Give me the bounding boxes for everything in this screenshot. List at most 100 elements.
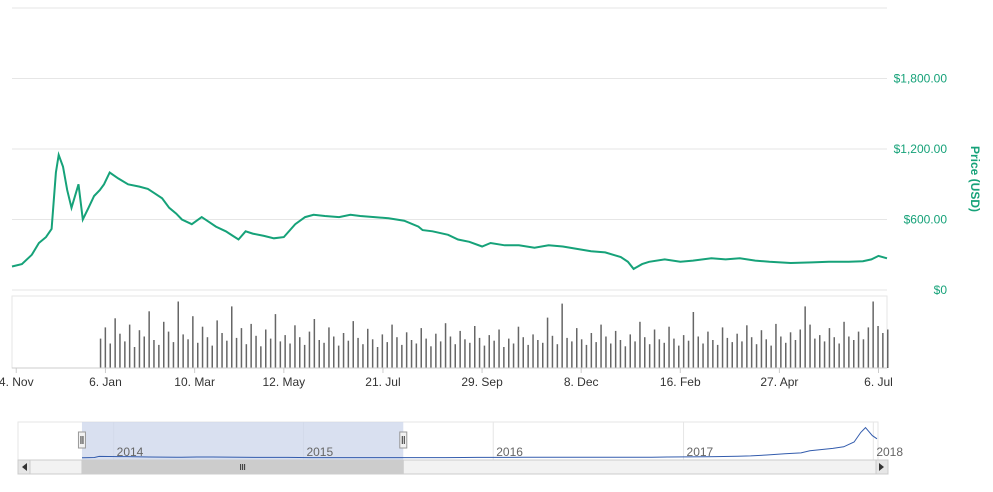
volume-bar <box>624 346 627 368</box>
volume-bar <box>872 301 874 368</box>
volume-bar <box>362 344 364 368</box>
volume-bar <box>498 329 500 368</box>
x-tick-label: 21. Jul <box>365 375 400 389</box>
volume-bar <box>697 336 699 368</box>
navigator-selection[interactable] <box>81 422 404 460</box>
volume-bar <box>828 328 831 368</box>
x-tick-label: 29. Sep <box>461 375 503 389</box>
volume-bar <box>692 312 695 368</box>
volume-bar <box>809 324 811 368</box>
volume-bar <box>299 337 301 368</box>
volume-bar <box>508 338 510 368</box>
volume-bar <box>454 344 456 368</box>
volume-bar <box>857 331 860 368</box>
volume-bar <box>231 306 233 368</box>
volume-bar <box>439 341 442 368</box>
volume-bar <box>177 301 179 368</box>
volume-bar <box>197 342 199 368</box>
volume-bar <box>648 344 651 368</box>
arrow-left-icon <box>22 463 27 471</box>
volume-bar <box>303 344 306 368</box>
volume-bar <box>182 334 184 368</box>
volume-bar <box>556 344 559 368</box>
scroll-right-button[interactable] <box>875 459 889 475</box>
volume-bar <box>765 339 767 368</box>
navigator-year-label: 2017 <box>687 445 714 459</box>
volume-bar <box>391 324 393 368</box>
x-tick-label: 12. May <box>263 375 306 389</box>
volume-bar <box>794 340 797 368</box>
volume-bar <box>838 343 840 368</box>
y-tick-label: $1,200.00 <box>894 142 948 156</box>
volume-bar <box>755 344 758 368</box>
volume-bar <box>464 339 466 368</box>
volume-bar <box>561 303 563 368</box>
volume-bar <box>469 342 471 368</box>
volume-bar <box>478 337 481 368</box>
volume-bar <box>546 317 549 368</box>
x-tick-label: 8. Dec <box>564 375 599 389</box>
volume-bar <box>634 341 636 368</box>
volume-bar <box>235 337 238 368</box>
volume-bar <box>211 345 213 368</box>
volume-bar <box>265 329 267 368</box>
volume-bar <box>138 330 141 368</box>
volume-bar <box>250 323 252 368</box>
navigator-year-labels: 2014 2015 2016 2017 2018 <box>117 445 904 459</box>
volume-bar <box>493 340 495 368</box>
volume-bar <box>746 325 748 368</box>
volume-bar <box>653 329 656 368</box>
volume-bar <box>731 342 733 368</box>
volume-bar <box>532 334 534 368</box>
volume-bar <box>644 337 646 368</box>
x-tick-label: 10. Mar <box>174 375 215 389</box>
volume-bar <box>425 338 427 368</box>
volume-bar <box>201 326 204 368</box>
volume-bar <box>342 333 345 368</box>
volume-bar <box>512 343 515 368</box>
volume-bar <box>517 326 520 368</box>
volume-bar <box>420 328 422 368</box>
x-axis-ticks: 4. Nov 6. Jan 10. Mar 12. May 21. Jul 29. Sep… <box>0 368 893 389</box>
volume-bar <box>682 335 685 368</box>
volume-bar <box>192 316 194 368</box>
volume-bar <box>124 341 126 368</box>
navigator-year-label: 2015 <box>306 445 333 459</box>
volume-bar <box>396 337 398 368</box>
volume-bar <box>260 346 262 368</box>
price-line <box>11 150 888 271</box>
volume-bar <box>449 336 452 368</box>
volume-bar <box>741 341 743 368</box>
y-tick-label: $600.00 <box>904 213 948 227</box>
volume-bar <box>605 336 607 368</box>
volume-bar <box>799 329 801 368</box>
volume-bar <box>614 330 617 368</box>
volume-bar <box>702 343 704 368</box>
scrollbar[interactable] <box>17 459 889 475</box>
volume-bar <box>172 342 175 368</box>
navigator-handle-left[interactable] <box>77 431 86 449</box>
volume-bar <box>663 342 665 368</box>
y-tick-label: $0 <box>934 283 948 297</box>
volume-bar <box>104 327 107 368</box>
volume-bar <box>571 341 573 368</box>
volume-bar <box>274 314 277 368</box>
volume-bar <box>444 323 447 368</box>
volume-bar <box>133 347 136 368</box>
volume-bar <box>721 327 724 368</box>
volume-bar <box>459 330 461 368</box>
volume-bar <box>639 321 641 368</box>
navigator-handle-right[interactable] <box>399 431 408 449</box>
volume-bar <box>158 344 160 368</box>
volume-bar <box>804 306 806 368</box>
volume-bar <box>143 336 145 368</box>
scroll-left-button[interactable] <box>17 459 31 475</box>
volume-bar <box>483 345 486 368</box>
y-axis-ticks: $0 $600.00 $1,200.00 $1,800.00 <box>894 72 948 298</box>
volume-bar <box>488 335 490 368</box>
volume-bar <box>736 333 738 368</box>
volume-bar <box>284 335 286 368</box>
volume-bar <box>405 332 408 368</box>
navigator-series <box>81 426 878 459</box>
